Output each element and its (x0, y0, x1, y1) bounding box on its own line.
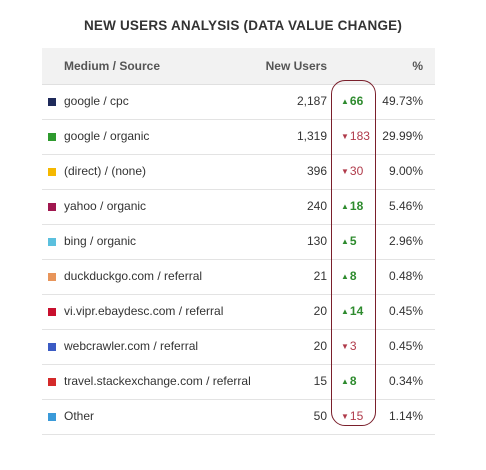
percent-value: 0.34% (388, 374, 423, 388)
medium-source-label: google / organic (64, 129, 150, 143)
medium-source-label: webcrawler.com / referral (64, 339, 199, 353)
column-header-percent[interactable]: % (412, 59, 423, 73)
triangle-up-icon: ▲ (341, 202, 349, 211)
delta-value: 66 (349, 94, 364, 108)
medium-source-label: (direct) / (none) (64, 164, 147, 178)
table-row: vi.vipr.ebaydesc.com / referral 20 ▲14 0.45… (42, 295, 435, 330)
delta-change: ▼30 (341, 164, 363, 178)
delta-change: ▲8 (341, 374, 357, 388)
legend-swatch (48, 413, 56, 421)
delta-change: ▲18 (341, 199, 363, 213)
medium-source-label: bing / organic (64, 234, 137, 248)
table-row: google / cpc 2,187 ▲66 49.73% (42, 85, 435, 120)
delta-value: 15 (349, 409, 364, 423)
delta-change: ▼183 (341, 129, 370, 143)
percent-value: 0.45% (388, 304, 423, 318)
triangle-up-icon: ▲ (341, 272, 349, 281)
triangle-up-icon: ▲ (341, 237, 349, 246)
legend-swatch (48, 168, 56, 176)
delta-value: 5 (349, 234, 357, 248)
legend-swatch (48, 98, 56, 106)
table-row: travel.stackexchange.com / referral 15 ▲8 0… (42, 365, 435, 400)
delta-value: 14 (349, 304, 364, 318)
percent-value: 0.45% (388, 339, 423, 353)
delta-change: ▲5 (341, 234, 357, 248)
percent-value: 1.14% (388, 409, 423, 423)
new-users-value: 240 (306, 199, 327, 213)
legend-swatch (48, 203, 56, 211)
percent-value: 29.99% (382, 129, 423, 143)
table-row: webcrawler.com / referral 20 ▼3 0.45% (42, 330, 435, 365)
column-header-medium[interactable]: Medium / Source (64, 59, 161, 73)
triangle-down-icon: ▼ (341, 167, 349, 176)
legend-swatch (48, 133, 56, 141)
triangle-up-icon: ▲ (341, 97, 349, 106)
medium-source-label: google / cpc (64, 94, 129, 108)
table-row: duckduckgo.com / referral 21 ▲8 0.48% (42, 260, 435, 295)
table-row: google / organic 1,319 ▼183 29.99% (42, 120, 435, 155)
new-users-value: 21 (313, 269, 327, 283)
new-users-table: Medium / Source New Users % google / cpc… (42, 48, 435, 435)
delta-value: 30 (349, 164, 364, 178)
delta-value: 183 (349, 129, 370, 143)
delta-change: ▲14 (341, 304, 363, 318)
column-header-new-users[interactable]: New Users (265, 59, 327, 73)
triangle-up-icon: ▲ (341, 307, 349, 316)
triangle-down-icon: ▼ (341, 132, 349, 141)
new-users-value: 20 (313, 339, 327, 353)
new-users-value: 50 (313, 409, 327, 423)
new-users-value: 20 (313, 304, 327, 318)
new-users-value: 396 (306, 164, 327, 178)
report-title: NEW USERS ANALYSIS (DATA VALUE CHANGE) (83, 18, 403, 33)
delta-change: ▲66 (341, 94, 363, 108)
new-users-value: 15 (313, 374, 327, 388)
medium-source-label: yahoo / organic (64, 199, 147, 213)
legend-swatch (48, 273, 56, 281)
delta-value: 8 (349, 269, 357, 283)
delta-highlight-outline (331, 80, 376, 426)
table-row: (direct) / (none) 396 ▼30 9.00% (42, 155, 435, 190)
new-users-value: 2,187 (296, 94, 327, 108)
new-users-value: 1,319 (296, 129, 327, 143)
delta-value: 8 (349, 374, 357, 388)
table-row: yahoo / organic 240 ▲18 5.46% (42, 190, 435, 225)
medium-source-label: Other (64, 409, 95, 423)
delta-value: 18 (349, 199, 364, 213)
triangle-up-icon: ▲ (341, 377, 349, 386)
medium-source-label: duckduckgo.com / referral (64, 269, 203, 283)
triangle-down-icon: ▼ (341, 342, 349, 351)
table-row: bing / organic 130 ▲5 2.96% (42, 225, 435, 260)
percent-value: 0.48% (388, 269, 423, 283)
percent-value: 9.00% (388, 164, 423, 178)
new-users-value: 130 (306, 234, 327, 248)
percent-value: 5.46% (388, 199, 423, 213)
table-header: Medium / Source New Users % (42, 48, 435, 85)
percent-value: 49.73% (382, 94, 423, 108)
percent-value: 2.96% (388, 234, 423, 248)
medium-source-label: travel.stackexchange.com / referral (64, 374, 251, 388)
legend-swatch (48, 238, 56, 246)
table-row: Other 50 ▼15 1.14% (42, 400, 435, 435)
delta-change: ▼3 (341, 339, 357, 353)
delta-change: ▲8 (341, 269, 357, 283)
delta-value: 3 (349, 339, 357, 353)
legend-swatch (48, 308, 56, 316)
legend-swatch (48, 378, 56, 386)
legend-swatch (48, 343, 56, 351)
medium-source-label: vi.vipr.ebaydesc.com / referral (64, 304, 224, 318)
